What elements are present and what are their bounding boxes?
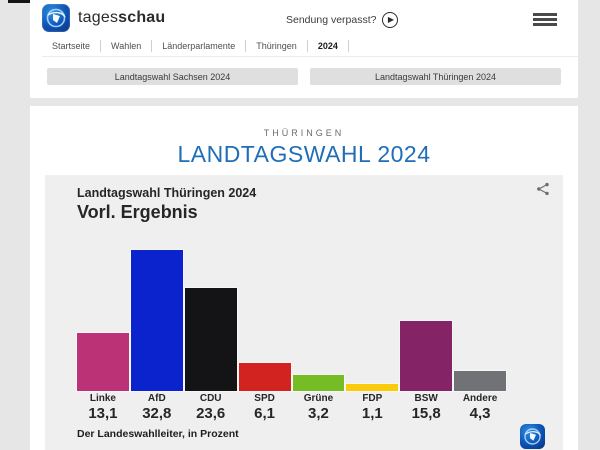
site-header: tagesschau Sendung verpasst? ▶ Startseit… bbox=[30, 0, 578, 98]
bar-andere bbox=[454, 371, 506, 391]
bar-value: 32,8 bbox=[142, 405, 172, 422]
bar-label: FDP bbox=[362, 393, 383, 404]
chart-subtitle: Vorl. Ergebnis bbox=[77, 202, 198, 222]
bar-bsw bbox=[400, 321, 453, 391]
breadcrumb-item[interactable]: Wahlen bbox=[111, 41, 142, 51]
bar-column bbox=[77, 250, 129, 391]
tagesschau-logo-link[interactable]: tagesschau bbox=[42, 4, 165, 32]
election-tab-button[interactable]: Landtagswahl Thüringen 2024 bbox=[310, 68, 561, 85]
bar-label: AfD bbox=[147, 393, 166, 404]
breadcrumb: Startseite Wahlen Länderparlamente Thüringe… bbox=[42, 36, 578, 57]
bar-value: 1,1 bbox=[361, 405, 383, 422]
bar-spd bbox=[238, 363, 291, 391]
bar-label: Linke bbox=[89, 393, 116, 404]
breadcrumb-item[interactable]: Länderparlamente bbox=[162, 41, 236, 51]
bar-column bbox=[184, 250, 237, 391]
top-edge-mark bbox=[8, 0, 30, 3]
bar-column bbox=[454, 250, 506, 391]
bar-label: CDU bbox=[199, 393, 222, 404]
brand-wordmark: tagesschau bbox=[78, 9, 166, 26]
bar-cdu bbox=[184, 288, 237, 391]
bar-value: 13,1 bbox=[88, 405, 118, 422]
election-tab-button[interactable]: Landtagswahl Sachsen 2024 bbox=[47, 68, 298, 85]
page-title: LANDTAGSWAHL 2024 bbox=[177, 141, 431, 167]
breadcrumb-separator bbox=[347, 40, 349, 52]
bar-column bbox=[346, 250, 399, 391]
missed-broadcast-label: Sendung verpasst? bbox=[286, 14, 377, 26]
chart-source: Der Landeswahlleiter, in Prozent bbox=[77, 428, 239, 440]
breadcrumb-item[interactable]: 2024 bbox=[317, 41, 338, 51]
bar-label: BSW bbox=[414, 393, 438, 404]
bar-value: 4,3 bbox=[469, 405, 491, 422]
breadcrumb-separator bbox=[245, 40, 247, 52]
breadcrumb-item[interactable]: Thüringen bbox=[256, 41, 297, 51]
bar-chart bbox=[77, 250, 506, 391]
bar-afd bbox=[130, 250, 183, 391]
election-tab-row: Landtagswahl Sachsen 2024 Landtagswahl Th… bbox=[30, 57, 578, 85]
bar-value: 6,1 bbox=[254, 405, 275, 422]
page-kicker: THÜRINGEN bbox=[263, 128, 345, 138]
header-bar: tagesschau Sendung verpasst? ▶ bbox=[30, 0, 578, 36]
bar-value: 3,2 bbox=[308, 405, 329, 422]
bar-label: SPD bbox=[254, 393, 275, 404]
bar-labels-row: Linke AfD CDU SPD Grüne FDP BSW Andere bbox=[77, 393, 506, 404]
breadcrumb-item[interactable]: Startseite bbox=[52, 41, 91, 51]
breadcrumb-separator bbox=[306, 40, 308, 52]
chart-title: Landtagswahl Thüringen 2024 bbox=[77, 186, 257, 200]
bar-values-row: 13,1 32,8 23,6 6,1 3,2 1,1 15,8 4,3 bbox=[77, 405, 506, 422]
breadcrumb-separator bbox=[100, 40, 102, 52]
menu-hamburger-icon[interactable] bbox=[533, 13, 557, 26]
main-content: THÜRINGEN LANDTAGSWAHL 2024 Landtagswahl… bbox=[30, 106, 578, 450]
share-icon[interactable] bbox=[536, 182, 550, 201]
bar-fdp bbox=[346, 384, 399, 391]
bar-label: Andere bbox=[462, 393, 498, 404]
bar-column bbox=[400, 250, 453, 391]
tagesschau-globe-icon bbox=[42, 4, 70, 32]
results-chart-card: Landtagswahl Thüringen 2024 Vorl. Ergebn… bbox=[45, 175, 563, 450]
bar-linke bbox=[77, 333, 129, 391]
missed-broadcast-link[interactable]: Sendung verpasst? ▶ bbox=[286, 12, 399, 28]
bar-column bbox=[130, 250, 183, 391]
breadcrumb-separator bbox=[151, 40, 153, 52]
bar-column bbox=[292, 250, 345, 391]
bar-value: 15,8 bbox=[411, 405, 441, 422]
bar-grüne bbox=[292, 375, 345, 391]
bar-value: 23,6 bbox=[196, 405, 226, 422]
bar-column bbox=[238, 250, 291, 391]
play-circle-icon[interactable]: ▶ bbox=[382, 12, 399, 28]
bar-label: Grüne bbox=[303, 393, 334, 404]
tagesschau-watermark-icon bbox=[520, 424, 545, 449]
